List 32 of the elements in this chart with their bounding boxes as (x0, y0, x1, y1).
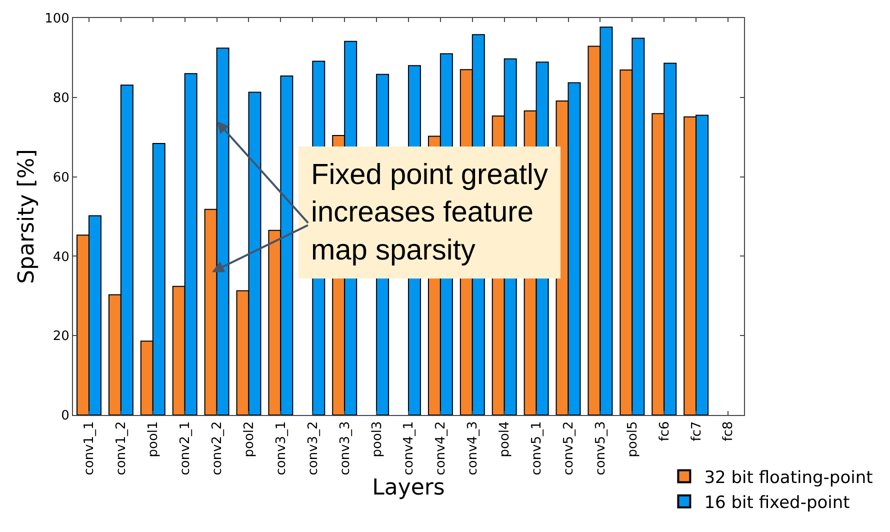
y-tick-label: 40 (52, 250, 70, 265)
x-tick-label: conv2_2 (210, 421, 226, 476)
x-tick-label: fc7 (689, 421, 704, 442)
x-tick-label: conv3_3 (338, 421, 353, 476)
x-tick-label: conv4_1 (402, 421, 417, 476)
x-tick-label: pool2 (242, 421, 257, 458)
x-tick-label: fc6 (657, 421, 672, 442)
legend-label: 32 bit floating-point (704, 468, 874, 488)
annotation: Fixed point greatly increases feature map sparsity (311, 159, 548, 266)
y-tick-label: 100 (44, 12, 70, 27)
x-tick-label: conv4_2 (434, 421, 449, 476)
y-tick-label: 0 (61, 408, 70, 424)
x-tick-label: conv1_1 (82, 421, 98, 476)
y-tick-label: 60 (52, 170, 70, 186)
x-tick-label: conv5_2 (561, 421, 576, 476)
y-axis-title: Sparsity [%] (14, 149, 40, 284)
x-tick-label: conv4_3 (466, 421, 481, 476)
y-tick-label: 80 (52, 90, 70, 106)
legend-label: 16 bit fixed-point (704, 492, 850, 513)
x-tick-label: conv5_1 (530, 421, 545, 476)
x-axis-title: Layers (372, 475, 445, 500)
x-tick-label: fc8 (721, 421, 736, 442)
x-tick-label: conv1_2 (114, 421, 130, 476)
x-tick-label: pool3 (370, 421, 385, 458)
x-tick-label: conv2_1 (178, 421, 194, 476)
x-tick-label: conv3_2 (306, 421, 321, 476)
x-tick-label: conv3_1 (274, 421, 289, 476)
y-tick-label: 20 (52, 329, 70, 344)
x-tick-label: conv5_3 (593, 421, 608, 476)
x-tick-label: pool1 (146, 421, 162, 458)
x-tick-label: pool4 (498, 421, 513, 458)
x-tick-label: pool5 (625, 421, 640, 458)
